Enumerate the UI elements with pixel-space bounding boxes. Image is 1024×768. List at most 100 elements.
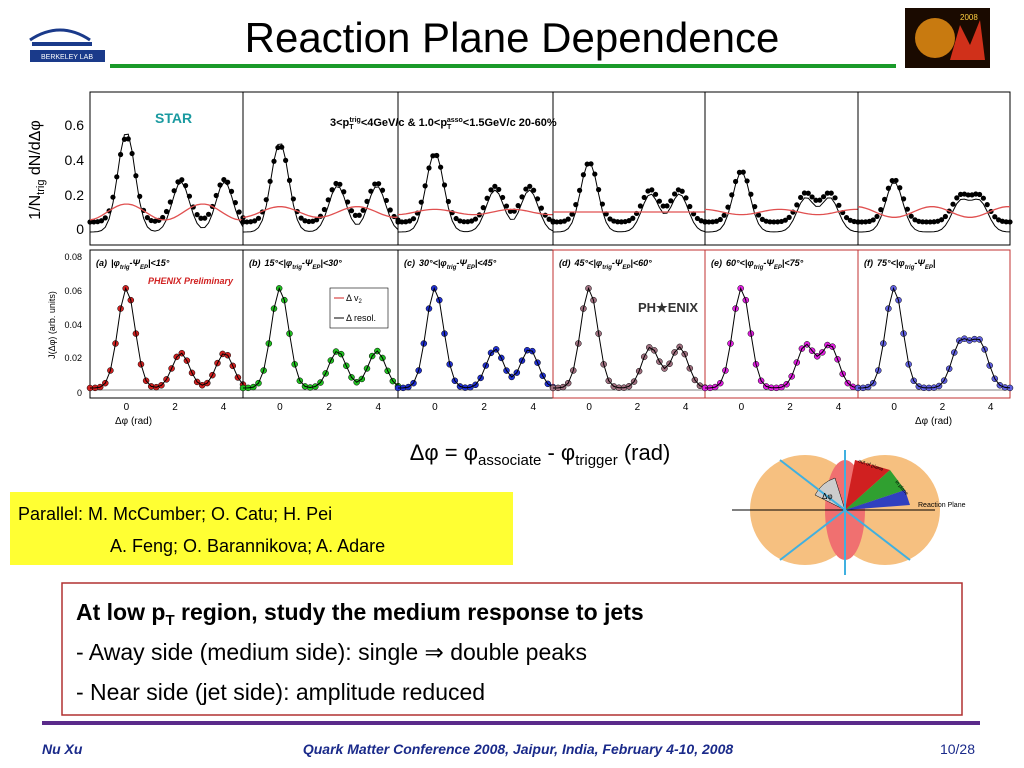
data-point — [908, 213, 914, 219]
data-point — [387, 207, 393, 213]
data-point — [240, 219, 246, 225]
data-point — [763, 218, 769, 224]
data-point — [782, 217, 788, 223]
y-tick-label: 0.4 — [65, 152, 85, 168]
data-point — [710, 219, 716, 225]
y-tick-label: 0.06 — [64, 286, 82, 296]
data-point — [980, 195, 987, 201]
data-point — [859, 219, 865, 225]
data-point — [824, 190, 831, 196]
data-point — [302, 218, 308, 224]
data-point — [399, 219, 405, 225]
data-point — [939, 217, 945, 223]
data-point — [973, 191, 979, 197]
y-tick-label: 0.6 — [65, 117, 85, 133]
label-part: trig — [292, 265, 302, 271]
label-part: -Ψ — [914, 258, 925, 268]
phenix-logo: PH★ENIX — [638, 300, 698, 315]
y-tick-label: 0 — [77, 388, 82, 398]
preliminary-label: PHENIX Preliminary — [148, 276, 234, 286]
data-point — [596, 187, 602, 193]
label-part: |<45° — [475, 258, 497, 268]
histogram — [705, 172, 859, 233]
data-point — [352, 212, 358, 219]
data-point — [102, 215, 108, 221]
title: Reaction Plane Dependence — [245, 14, 780, 61]
data-point — [786, 214, 792, 220]
label-part: -Ψ — [130, 258, 141, 268]
data-point — [851, 218, 857, 225]
panel-frame — [857, 91, 1011, 246]
legend-entry: Δ v2 — [346, 293, 363, 305]
x-tick-label: 4 — [836, 402, 842, 413]
data-point — [904, 206, 911, 212]
data-point — [356, 212, 362, 218]
data-point — [252, 218, 258, 224]
data-point — [457, 218, 463, 224]
data-point — [717, 216, 723, 223]
data-point — [649, 187, 655, 193]
histogram — [397, 286, 554, 389]
x-tick-label: 2 — [326, 402, 332, 413]
data-point — [1003, 219, 1009, 225]
footer-rule — [42, 721, 980, 725]
y-tick-label: 0.08 — [64, 252, 82, 262]
panel-label: (d) 45°<|φtrig-ΨEP|<60° — [559, 258, 652, 271]
data-point — [91, 219, 97, 225]
data-point — [453, 215, 459, 222]
x-tick-label: 0 — [739, 402, 745, 413]
x-tick-label: 4 — [221, 402, 227, 413]
label-part: trig — [120, 265, 130, 271]
flow-curve — [89, 203, 243, 221]
x-tick-label: 4 — [683, 402, 689, 413]
y-tick-label: 0.02 — [64, 353, 82, 363]
histogram — [857, 286, 1011, 389]
data-point — [637, 203, 644, 209]
plane-label: Reaction Plane — [918, 502, 966, 509]
label-part: (b) — [249, 258, 261, 268]
label-part: (d) — [559, 258, 571, 268]
label-part: 30°<|φ — [419, 258, 447, 268]
panel-frame — [857, 249, 1011, 399]
data-point — [916, 218, 922, 224]
data-point — [836, 202, 842, 208]
label-part: 45°<|φ — [574, 258, 603, 268]
data-point — [942, 213, 949, 220]
data-point — [958, 191, 964, 197]
data-point — [360, 207, 366, 213]
reaction-plane-diagram: Δφ Reaction Plane out of plane in plane — [732, 450, 966, 575]
x-tick-label: 0 — [586, 402, 592, 413]
panel-label: (f) 75°<|φtrig-ΨEP| — [864, 258, 935, 271]
label-part: EP — [925, 265, 934, 271]
data-point — [577, 187, 583, 193]
histogram — [242, 143, 399, 233]
x-tick-label: 4 — [376, 402, 382, 413]
angle-label: Δφ — [822, 492, 833, 501]
data-point — [771, 219, 777, 225]
data-point — [255, 215, 262, 221]
data-point — [160, 214, 166, 221]
histogram — [552, 286, 706, 389]
legend-entry: Δ resol. — [346, 313, 376, 323]
x-tick-label: 4 — [988, 402, 994, 413]
label-part: EP — [622, 265, 631, 271]
label-part: -Ψ — [612, 258, 623, 268]
label-part: EP — [774, 265, 783, 271]
data-point — [248, 219, 254, 225]
flow-curve — [857, 206, 1010, 218]
data-point — [205, 211, 212, 217]
label-part: EP — [467, 265, 476, 271]
data-point — [472, 216, 479, 222]
data-point — [809, 194, 815, 200]
phenix-plot: J(Δφ) (arb. units) 0.08 0.06 0.04 0.02 0… — [47, 249, 1014, 427]
data-point — [550, 219, 556, 225]
flow-curve — [242, 206, 398, 218]
label-part: | — [933, 258, 936, 268]
data-point — [817, 197, 823, 203]
data-point — [98, 218, 105, 224]
summary-bullet: - Away side (medium side): single ⇒ doub… — [76, 639, 587, 665]
flow-curve — [704, 208, 858, 216]
data-point — [1007, 219, 1013, 225]
x-axis-label: Δφ (rad) — [915, 416, 952, 427]
